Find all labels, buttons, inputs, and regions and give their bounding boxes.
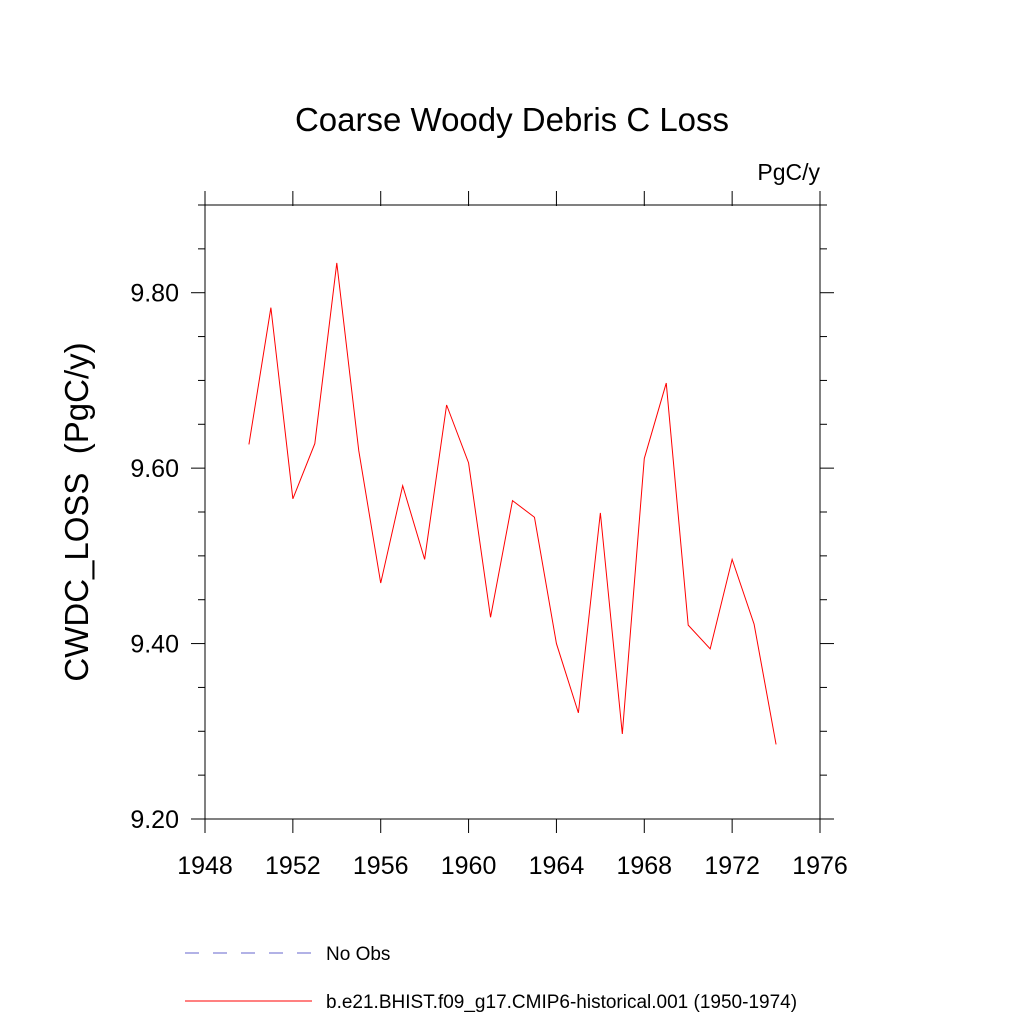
plot-frame xyxy=(204,204,821,820)
x-tick-label: 1960 xyxy=(441,852,497,880)
data-point xyxy=(336,262,337,263)
legend: No Obs b.e21.BHIST.f09_g17.CMIP6-histori… xyxy=(185,944,797,1013)
y-tick-label: 9.60 xyxy=(130,455,179,483)
data-point xyxy=(490,617,491,618)
data-point xyxy=(688,625,689,626)
x-tick-label: 1972 xyxy=(704,852,760,880)
data-point xyxy=(534,517,535,518)
data-point xyxy=(424,559,425,560)
data-point xyxy=(358,450,359,451)
data-point xyxy=(600,512,601,513)
legend-label-historical: b.e21.BHIST.f09_g17.CMIP6-historical.001… xyxy=(326,992,797,1013)
data-point xyxy=(380,582,381,583)
data-point xyxy=(402,485,403,486)
data-point xyxy=(754,624,755,625)
data-point xyxy=(292,498,293,499)
data-point xyxy=(666,382,667,383)
chart-title: Coarse Woody Debris C Loss xyxy=(295,101,729,138)
x-tick-label: 1968 xyxy=(616,852,672,880)
x-tick-label: 1948 xyxy=(177,852,233,880)
series-layer xyxy=(248,262,777,745)
data-point xyxy=(468,462,469,463)
x-tick-label: 1976 xyxy=(792,852,848,880)
data-point xyxy=(270,307,271,308)
x-tick-label: 1964 xyxy=(529,852,585,880)
data-point xyxy=(622,733,623,734)
axis-ticks xyxy=(191,191,834,833)
data-point xyxy=(556,643,557,644)
y-tick-label: 9.40 xyxy=(130,631,179,659)
x-tick-label: 1956 xyxy=(353,852,409,880)
x-tick-label: 1952 xyxy=(265,852,321,880)
units-label: PgC/y xyxy=(757,159,820,185)
series-line-0 xyxy=(248,262,777,745)
data-point xyxy=(314,443,315,444)
data-point xyxy=(512,500,513,501)
data-point xyxy=(644,458,645,459)
data-point xyxy=(732,559,733,560)
tick-labels: 1948 1952 1956 1960 1964 1968 1972 1976 9.20 9.40… xyxy=(130,280,847,880)
data-point xyxy=(578,712,579,713)
y-tick-label: 9.80 xyxy=(130,280,179,308)
data-point xyxy=(710,648,711,649)
data-point xyxy=(248,444,249,445)
data-point xyxy=(446,404,447,405)
y-axis-label: CWDC_LOSS (PgC/y) xyxy=(58,342,95,681)
data-point xyxy=(775,744,776,745)
y-tick-label: 9.20 xyxy=(130,806,179,834)
legend-label-no-obs: No Obs xyxy=(326,944,390,965)
